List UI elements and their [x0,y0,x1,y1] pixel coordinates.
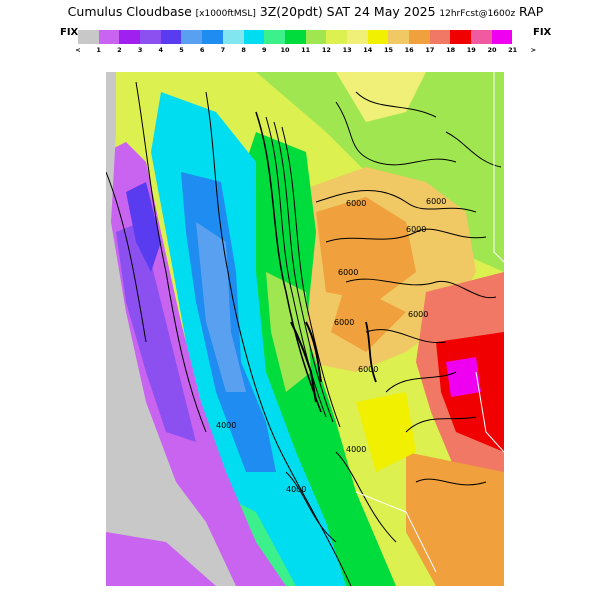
legend-swatch [140,30,161,44]
legend-tick-label: 12 [321,46,331,54]
legend-swatch [367,30,389,44]
fix-label-right: FIX [533,27,552,38]
contour-label: 4000 [346,445,366,454]
fill-region [446,357,481,397]
legend-swatch [388,30,409,44]
legend-swatch [491,30,513,44]
title-model: RAP [519,4,544,19]
fill-region [316,197,416,302]
color-legend-bar [78,30,513,44]
legend-tick-label: 10 [280,46,290,54]
fill-region [196,222,246,392]
legend-swatch [98,30,120,44]
contour-label: 6000 [338,268,358,277]
color-legend-ticks: <1 2 3 4 5 6 7 8 9 10 11 12 13 14 15 16 17 18 19 20 21 > [72,46,536,56]
legend-swatch [243,30,265,44]
fill-region [336,72,426,122]
legend-tick-label: 14 [363,46,373,54]
legend-swatch [78,30,99,44]
legend-tick-label: 18 [446,46,456,54]
contour-label: 6000 [334,318,354,327]
legend-tick-label: 15 [383,46,394,54]
contour-label: 6000 [406,225,426,234]
legend-swatch [326,30,347,44]
fill-region [126,182,161,272]
fill-region [356,392,416,472]
title-main: Cumulus Cloudbase [67,4,192,19]
fill-region [106,532,216,586]
legend-tick-label: 2 [117,46,122,54]
legend-swatch [471,30,492,44]
legend-tick-label: 4 [158,46,164,54]
legend-swatch [284,30,306,44]
legend-tick-label: 8 [241,46,246,54]
contour-label: 4000 [216,421,236,430]
contour-label: 6000 [426,197,446,206]
legend-swatch [160,30,182,44]
legend-swatch [181,30,203,44]
legend-tick-label: 17 [425,46,435,54]
legend-tick-label: < [75,46,81,54]
legend-swatch [429,30,451,44]
fill-region [406,452,504,586]
cloudbase-map: 6000 6000 6000 6000 6000 6000 6000 4000 … [106,72,504,586]
legend-tick-label: 21 [508,46,518,54]
legend-tick-label: 16 [404,46,414,54]
title-forecast: 12hrFcst@1600z [439,9,516,19]
legend-tick-label: 1 [96,46,101,54]
legend-swatch [346,30,368,44]
legend-tick-label: 13 [342,46,352,54]
contour-label: 6000 [408,310,428,319]
title-units: [x1000ftMSL] [195,9,256,19]
fill-region [331,282,406,352]
legend-swatch [222,30,244,44]
legend-tick-label: 6 [199,46,205,54]
title-time: 3Z(20pdt) SAT 24 May 2025 [259,4,436,19]
legend-tick-label: 3 [137,46,143,54]
map-panel: 6000 6000 6000 6000 6000 6000 6000 4000 … [106,72,504,586]
legend-tick-label: > [530,46,537,54]
contour-lines [106,81,502,586]
legend-swatch [450,30,472,44]
legend-swatch [202,30,223,44]
legend-tick-label: 11 [301,46,311,54]
legend-tick-label: 9 [262,46,267,54]
legend-swatch [409,30,430,44]
chart-title: Cumulus Cloudbase [x1000ftMSL] 3Z(20pdt)… [0,4,611,19]
legend-tick-label: 20 [487,46,497,54]
legend-swatch [305,30,327,44]
contour-label: 6000 [346,199,366,208]
ocean-no-data [106,72,236,586]
legend-tick-label: 5 [179,46,184,54]
contour-label: 4000 [286,485,306,494]
contour-label: 6000 [358,365,378,374]
contour-label-group: 6000 6000 6000 6000 6000 6000 6000 4000 … [216,197,446,494]
fill-region [116,222,196,442]
state-boundary [355,72,504,573]
fix-label-left: FIX [60,27,79,38]
legend-tick-label: 7 [220,46,226,54]
legend-tick-label: 19 [466,46,476,54]
fill-region [226,132,396,586]
legend-swatch [119,30,141,44]
legend-swatch [264,30,285,44]
